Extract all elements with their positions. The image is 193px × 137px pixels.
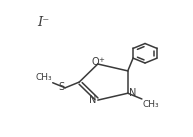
Text: N: N [129,88,136,98]
Text: O: O [91,57,99,67]
Text: CH₃: CH₃ [36,73,52,82]
Text: S: S [58,82,64,92]
Text: +: + [98,57,104,63]
Text: I⁻: I⁻ [37,16,49,29]
Text: CH₃: CH₃ [142,100,159,109]
Text: N: N [90,95,97,105]
